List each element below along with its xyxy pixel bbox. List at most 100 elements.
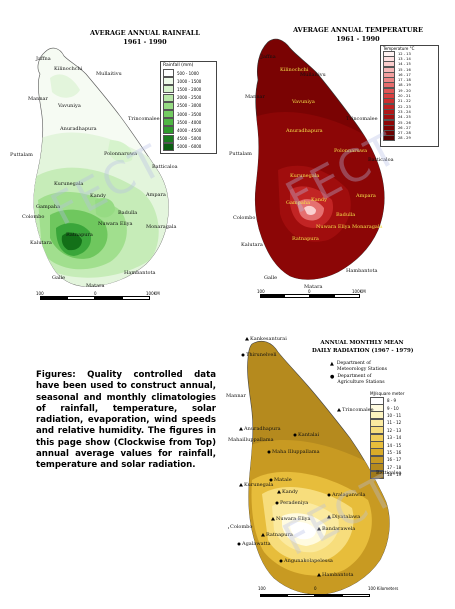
radiation-place-label-kankesanturai: Kankesanturai: [250, 336, 287, 342]
rainfall-legend-item: 3500 - 4000: [161, 118, 216, 127]
rainfall-legend: Rainfall (mm) 500 - 1000 1000 - 1500 1500 …: [160, 61, 217, 154]
radiation-station-markers: [228, 337, 375, 577]
radiation-scale-bar: [260, 594, 370, 597]
meteorology-station-marker: [245, 337, 249, 341]
radiation-place-label-maha-illuppallama: Maha Illuppallama: [272, 449, 320, 455]
radiation-key-label-line: Meteorology Stations: [336, 366, 387, 372]
triangle-icon: ▲: [330, 361, 334, 367]
rainfall-place-label-kurunegala: Kurunegala: [54, 181, 84, 187]
radiation-legend-label: 12 - 13: [387, 427, 402, 433]
rainfall-legend-item: 4500 - 5000: [161, 134, 216, 143]
rainfall-place-label-gampaha: Gampaha: [36, 204, 61, 210]
rainfall-scale-bar: [40, 296, 150, 300]
temperature-legend-label: 25 - 26: [398, 120, 411, 125]
radiation-place-label-peradeniya: Peradeniya: [280, 500, 309, 506]
rainfall-legend-label: 4000 - 4500: [177, 127, 202, 133]
rainfall-legend-label: 3500 - 4000: [177, 119, 202, 125]
agriculture-station-marker: [237, 542, 241, 546]
temperature-legend-label: 19 - 20: [398, 88, 411, 93]
temperature-map: [254, 38, 385, 280]
meteorology-station-marker: [261, 533, 265, 537]
temperature-place-label-ampara: Ampara: [356, 193, 376, 199]
radiation-key-item: ● Department of Agriculture Stations: [330, 374, 400, 385]
meteorology-station-marker: [317, 573, 321, 577]
rainfall-legend-item: 500 - 1000: [161, 69, 216, 78]
temperature-place-label-monaragala: Monaragala: [352, 224, 383, 230]
temperature-place-label-nuwara-eliya: Nuwara Eliya: [316, 224, 351, 230]
rainfall-map-panel: AVERAGE ANNUAL RAINFALL 1961 - 1990 Rain…: [0, 0, 225, 305]
rainfall-place-label-polonnaruwa: Polonnaruwa: [104, 151, 138, 157]
rainfall-legend-label: 2500 - 3000: [177, 103, 202, 109]
rainfall-legend-swatch: [163, 110, 174, 119]
rainfall-legend-label: 5000 - 6000: [177, 144, 202, 150]
radiation-key-label-line: Department of: [336, 361, 371, 366]
radiation-title-line1: ANNUAL MONTHLY MEAN: [320, 340, 404, 346]
radiation-place-label-bandarawela: Bandarawela: [322, 526, 356, 532]
radiation-place-label-nuwara-eliya: Nuwara Eliya: [276, 516, 311, 522]
temperature-place-label-mullaitivu: Mullaitivu: [300, 72, 326, 78]
temperature-scale-mid: 0: [308, 289, 311, 294]
temperature-legend: Temperature °C 12 - 13 13 - 14 14 - 15 15 -…: [380, 45, 439, 147]
temperature-map-panel: AVERAGE ANNUAL TEMPERATURE 1961 - 1990 T…: [228, 0, 455, 305]
radiation-title-line2: DAILY RADIATION (1967 - 1979): [312, 347, 414, 354]
meteorology-station-marker: [239, 483, 243, 487]
temperature-place-label-vavuniya: Vavuniya: [292, 99, 315, 105]
meteorology-station-marker: [317, 527, 321, 531]
temperature-place-label-colombo: Colombo: [233, 215, 256, 221]
temperature-place-label-kilinochchi: Kilinochchi: [280, 67, 309, 73]
radiation-place-label-kurunegala: Kurunegala: [244, 482, 274, 488]
temperature-place-label-badulla: Badulla: [336, 212, 356, 218]
rainfall-place-label-kalutara: Kalutara: [30, 240, 52, 246]
rainfall-legend-item: 2000 - 2500: [161, 93, 216, 102]
rainfall-place-label-badulla: Badulla: [118, 210, 138, 216]
radiation-legend-label: 18 - 19: [387, 472, 402, 478]
temperature-legend-label: 20 - 21: [398, 94, 411, 99]
temperature-legend-label: 21 - 22: [398, 99, 411, 104]
rainfall-place-label-kandy: Kandy: [90, 193, 106, 199]
figures-caption: Figures: Quality controlled data have be…: [36, 370, 216, 471]
rainfall-place-label-anuradhapura: Anuradhapura: [60, 126, 97, 132]
radiation-legend-label: 15 - 16: [387, 449, 402, 455]
radiation-legend-label: 16 - 17: [387, 457, 402, 463]
rainfall-title-line1: AVERAGE ANNUAL RAINFALL: [90, 29, 200, 37]
radiation-legend-label: 13 - 14: [387, 435, 402, 441]
radiation-place-label-mannar: Mannar: [226, 393, 246, 399]
radiation-place-label-anuradhapura: Anuradhapura: [244, 426, 281, 432]
temperature-legend-label: 27 - 28: [398, 131, 411, 136]
radiation-scale-right: 100 Kilometers: [368, 586, 399, 591]
agriculture-station-marker: [241, 353, 245, 357]
temperature-place-label-polonnaruwa: Polonnaruwa: [334, 148, 368, 154]
temperature-place-label-galle: Galle: [264, 275, 278, 281]
rainfall-title: AVERAGE ANNUAL RAINFALL 1961 - 1990: [70, 29, 220, 47]
radiation-place-label-trincomalee: Trincomalee: [342, 407, 374, 413]
temperature-legend-label: 15 - 16: [398, 67, 411, 72]
radiation-place-label-batticaloa: Batticaloa: [376, 470, 402, 476]
rainfall-legend-item: 1500 - 2000: [161, 85, 216, 94]
radiation-place-label-ratnapura: Ratnapura: [266, 532, 293, 538]
temperature-place-label-puttalam: Puttalam: [229, 151, 252, 157]
temperature-legend-label: 12 - 13: [398, 51, 411, 56]
radiation-legend-label: 11 - 12: [387, 420, 402, 426]
meteorology-station-marker: [228, 526, 229, 529]
agriculture-station-marker: [275, 501, 279, 505]
agriculture-station-marker: [293, 433, 297, 437]
rainfall-place-label-jaffna: Jaffna: [36, 56, 51, 62]
rainfall-map: [33, 47, 170, 287]
radiation-key-rows: ▲ Department of Meteorology Stations ● Depar…: [330, 361, 400, 385]
rainfall-legend-swatch: [163, 118, 174, 127]
rainfall-place-label-galle: Galle: [52, 275, 66, 281]
rainfall-place-label-mullaitivu: Mullaitivu: [96, 71, 122, 77]
temperature-legend-title: Temperature °C: [383, 46, 415, 51]
radiation-scale-left: 100: [258, 586, 266, 591]
rainfall-place-label-kilinochchi: Kilinochchi: [54, 66, 83, 72]
rainfall-legend-label: 1500 - 2000: [177, 86, 202, 92]
rainfall-place-label-ratnapura: Ratnapura: [66, 232, 93, 238]
temperature-legend-item: 28 - 29: [381, 135, 438, 142]
temperature-legend-label: 13 - 14: [398, 56, 411, 61]
radiation-scale-mid: 0: [314, 586, 317, 591]
radiation-place-label-colombo: Colombo: [230, 524, 253, 530]
rainfall-legend-rows: 500 - 1000 1000 - 1500 1500 - 2000 2000 - 2…: [161, 69, 216, 151]
rainfall-place-label-puttalam: Puttalam: [10, 152, 33, 158]
radiation-place-label-kantalai: Kantalai: [298, 432, 320, 438]
